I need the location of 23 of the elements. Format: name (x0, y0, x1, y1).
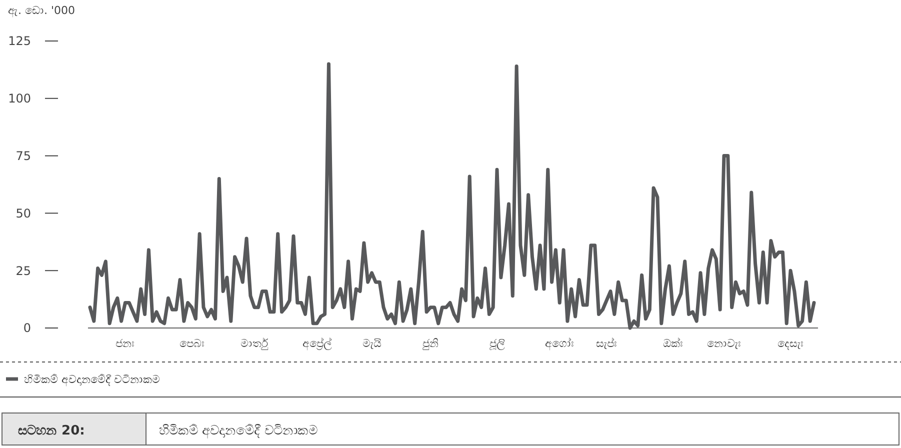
x-tick-label: ඔක්ඃ (663, 336, 684, 350)
x-tick-label: ජූලි (488, 337, 506, 351)
x-tick-label: අගෝඃ (545, 336, 574, 351)
y-tick-label: 25 (16, 264, 31, 278)
y-axis-title: ඇ. ඩො. '000 (8, 4, 76, 18)
x-tick-label: පෙබඃ (179, 337, 204, 350)
x-tick-label: ජුනි (422, 337, 438, 350)
line-series (88, 62, 816, 330)
legend-label: හිමිකම් අවදානමේදී වටිනාකම (24, 372, 160, 387)
x-tick-label: සැප්ඃ (596, 336, 618, 350)
x-tick-label: දෙසැඃ (778, 337, 804, 350)
x-tick-label: මැයි (362, 337, 382, 350)
x-tick-label: නොවැඃ (706, 337, 741, 350)
text: හිමිකම් අවදානමේදී වටිනාකම (159, 424, 318, 439)
y-tick-label: 100 (8, 92, 31, 106)
y-tick-label: 125 (8, 34, 31, 48)
y-tick-label: 0 (23, 321, 31, 336)
x-tick-label: ජනඃ (116, 337, 135, 350)
x-tick-label: අප්‍රේල් (302, 336, 332, 351)
text: සටහන 20: (18, 424, 85, 439)
y-tick-label: 75 (16, 149, 31, 163)
x-tick-label: මාර්තු (240, 337, 268, 350)
y-tick-label: 50 (16, 206, 31, 220)
